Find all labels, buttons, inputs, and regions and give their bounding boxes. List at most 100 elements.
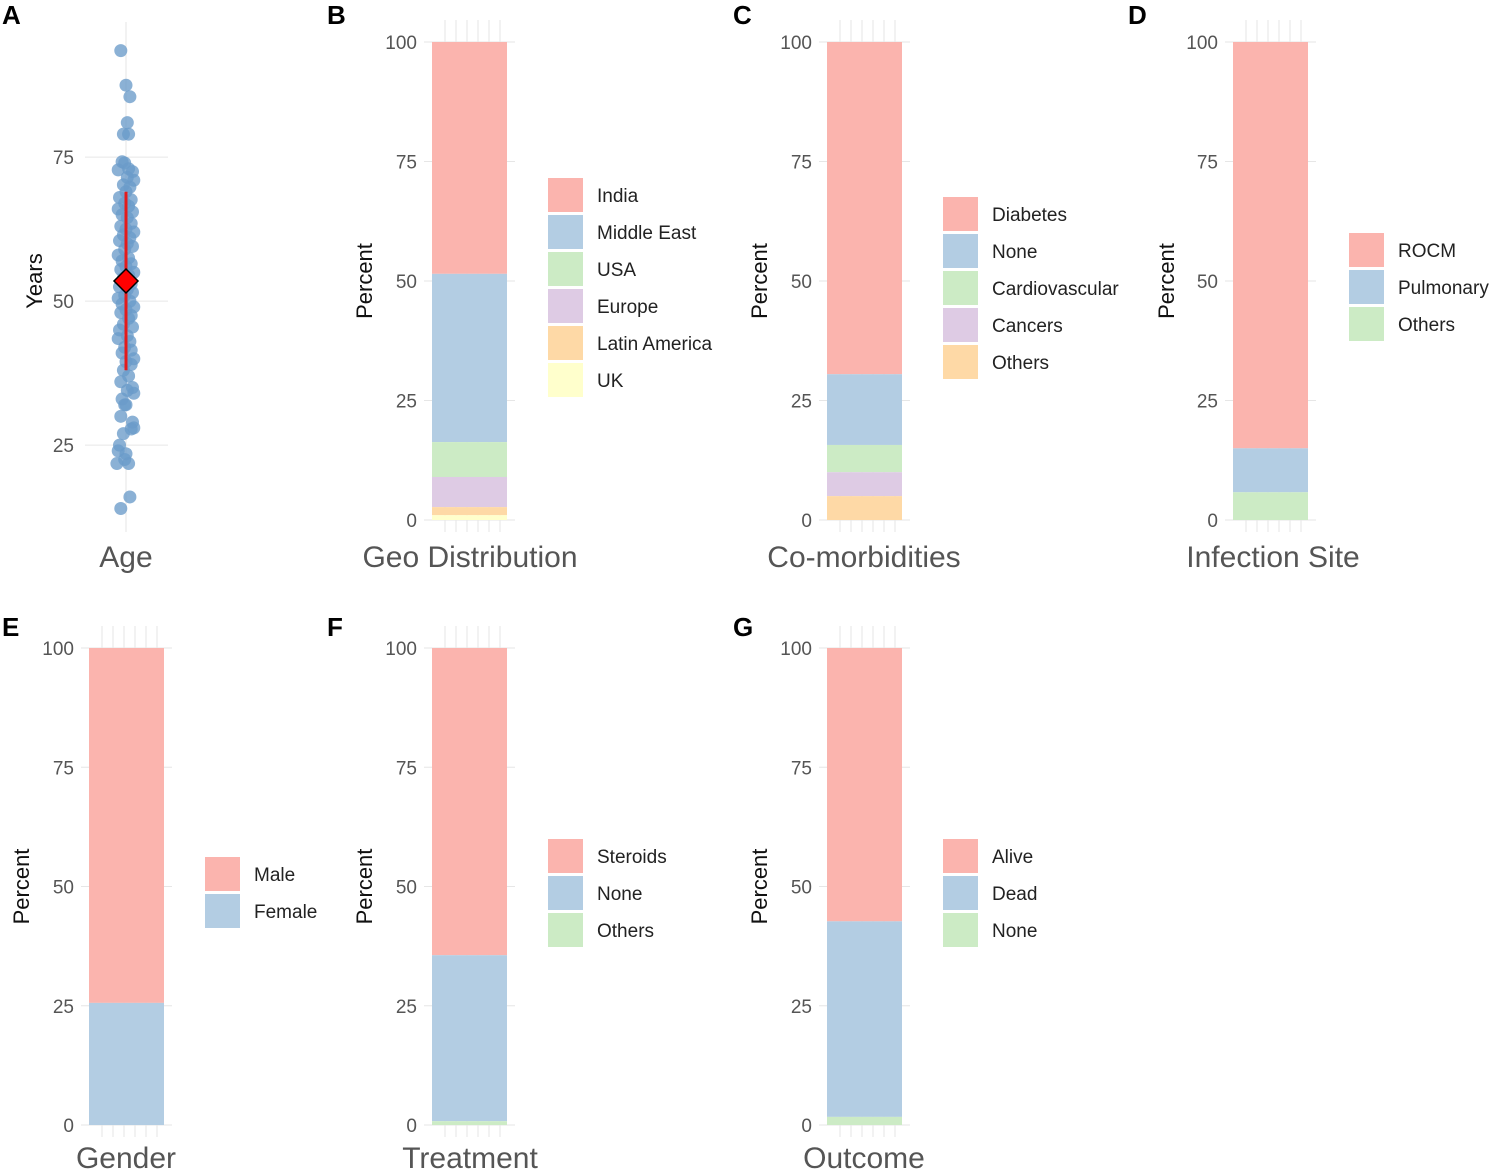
mean-marker [112,267,140,295]
legend-label: USA [597,260,636,281]
x-axis-label: Geo Distribution [362,541,577,574]
y-tick-label: 50 [791,272,812,293]
legend-swatch [548,839,583,873]
legend-swatch [205,857,240,891]
bar-segment-none [827,1116,902,1125]
y-tick-label: 0 [406,511,417,532]
y-tick-label: 75 [53,148,74,169]
bar-segment-cardiovascular [827,444,902,473]
panel-g: G Percent Outcome 0 25 50 75 100 Alive Dead None [733,612,1037,1170]
bar-segment-cancers [827,472,902,497]
bar-segment-others [827,496,902,520]
legend-swatch [943,234,978,268]
bar-segment-latin-america [432,507,507,516]
legend-swatch [548,215,583,249]
bar-segment-female [89,1002,164,1125]
panel-letter: D [1128,0,1147,30]
x-axis-label: Infection Site [1186,541,1359,574]
data-point [118,398,132,412]
y-tick-label: 25 [53,997,74,1018]
data-point [122,127,136,141]
bar-segment-usa [432,442,507,477]
bar-segment-middle-east [432,273,507,443]
panel-letter: E [2,612,19,642]
data-point [114,409,128,423]
y-tick-label: 0 [406,1116,417,1137]
y-tick-label: 50 [791,878,812,899]
legend-label: Europe [597,297,658,318]
bar-segment-europe [432,476,507,508]
panel-letter: G [733,612,753,642]
legend-label: Others [597,921,654,942]
y-tick-label: 100 [1186,33,1218,54]
bar-segment-uk [432,515,507,520]
y-tick-label: 25 [791,392,812,413]
legend-swatch [943,839,978,873]
legend-label: None [992,921,1037,942]
panel-letter: A [2,0,21,30]
y-axis-label: Years [22,253,47,308]
y-axis-label: Percent [747,849,772,925]
bar-segment-pulmonary [1233,448,1308,493]
legend-label: Male [254,865,295,886]
y-tick-label: 25 [396,392,417,413]
legend-swatch [943,345,978,379]
legend-swatch [548,252,583,286]
data-point [114,44,128,58]
y-tick-label: 75 [791,758,812,779]
legend-label: Dead [992,884,1037,905]
panel-f: F Percent Treatment 0 25 50 75 100 Steroids None O… [327,612,667,1170]
x-axis-label: Co-morbidities [767,541,960,574]
panel-d: D Percent Infection Site 0 25 50 75 100 ROCM Pulm… [1128,0,1489,574]
data-point [119,78,133,92]
legend-label: Latin America [597,334,713,355]
bar-segment-dead [827,921,902,1117]
y-tick-label: 25 [53,436,74,457]
legend-label: Diabetes [992,205,1067,226]
legend-swatch [1349,270,1384,304]
y-tick-label: 100 [385,639,417,660]
bar-segment-male [89,648,164,1003]
data-point [122,457,136,471]
panel-b: B Percent Geo Distribution 0 25 50 75 100 India M… [327,0,713,574]
bar-segment-alive [827,648,902,922]
y-axis-label: Percent [352,849,377,925]
legend-label: None [992,242,1037,263]
legend-swatch [943,913,978,947]
panel-c: C Percent Co-morbidities 0 25 50 75 100 Diabetes… [733,0,1119,574]
y-tick-label: 0 [63,1116,74,1137]
y-tick-label: 75 [1197,153,1218,174]
legend-label: UK [597,371,624,392]
data-point [111,163,125,177]
y-tick-label: 50 [53,292,74,313]
legend-label: Steroids [597,847,667,868]
legend-swatch [548,289,583,323]
x-axis-label: Outcome [803,1142,925,1170]
legend-swatch [548,363,583,397]
bar-segment-diabetes [827,42,902,375]
legend-label: Others [992,353,1049,374]
legend-swatch [943,197,978,231]
panel-a: A Years Age 25 50 75 [2,0,168,574]
x-axis-label: Gender [76,1142,176,1170]
legend-label: Pulmonary [1398,278,1489,299]
data-point [110,457,124,471]
legend-swatch [548,326,583,360]
bar-segment-others [432,1121,507,1125]
y-tick-label: 25 [791,997,812,1018]
y-tick-label: 75 [396,758,417,779]
data-point [120,116,134,130]
legend-swatch [548,913,583,947]
legend-swatch [1349,307,1384,341]
panel-letter: F [327,612,343,642]
legend-label: Others [1398,315,1455,336]
y-tick-label: 0 [1207,511,1218,532]
legend-swatch [548,178,583,212]
y-tick-label: 50 [396,878,417,899]
legend-label: Cardiovascular [992,279,1119,300]
data-point [123,490,137,504]
legend-label: India [597,186,639,207]
legend-label: Alive [992,847,1033,868]
bar-segment-none [432,955,507,1122]
